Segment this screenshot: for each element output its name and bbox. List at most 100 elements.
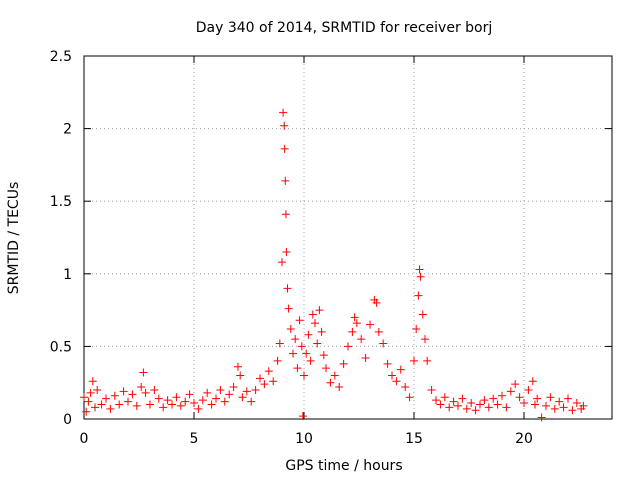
data-point <box>319 351 328 360</box>
data-point <box>366 320 374 329</box>
axis-ticks: 0 5 10 15 20 0 0.5 1 1.5 2 2.5 <box>50 49 612 447</box>
data-point <box>278 258 286 267</box>
data-point <box>418 310 427 319</box>
data-point <box>520 399 528 408</box>
data-point <box>533 394 542 403</box>
data-point <box>234 362 242 371</box>
y-tick-label: 2.5 <box>50 49 72 65</box>
data-point <box>185 390 194 399</box>
data-point <box>194 404 203 413</box>
data-point <box>322 364 330 373</box>
data-point <box>564 394 572 403</box>
data-point <box>207 400 216 409</box>
data-point <box>440 393 449 402</box>
data-point <box>330 371 339 380</box>
data-point <box>537 413 546 422</box>
y-axis-label: SRMTID / TECUs <box>6 182 22 295</box>
data-point <box>128 390 137 399</box>
grid <box>84 56 612 419</box>
data-point <box>97 400 106 409</box>
data-point <box>298 412 307 421</box>
y-tick-label: 1 <box>63 267 72 283</box>
data-point <box>279 108 288 117</box>
data-point <box>412 324 421 333</box>
data-point <box>471 406 480 415</box>
data-point <box>383 359 392 368</box>
data-point <box>251 385 260 394</box>
data-point <box>273 356 282 365</box>
data-point <box>229 383 238 392</box>
data-point <box>260 380 269 389</box>
data-point <box>572 399 581 408</box>
data-point <box>317 327 326 336</box>
data-point <box>220 397 229 406</box>
data-point <box>484 403 493 412</box>
data-point <box>344 342 352 351</box>
data-point <box>293 364 302 373</box>
data-point <box>297 342 306 351</box>
data-point <box>372 298 381 307</box>
data-point <box>335 383 344 392</box>
data-point <box>392 377 401 386</box>
x-tick-label: 0 <box>80 431 89 447</box>
data-point <box>502 403 511 412</box>
data-point <box>163 396 172 405</box>
data-point <box>480 396 489 405</box>
data-point <box>462 404 471 413</box>
data-point <box>84 397 93 406</box>
plot-frame <box>83 55 613 420</box>
data-point <box>311 319 319 328</box>
data-point <box>528 377 537 386</box>
data-point <box>150 385 159 394</box>
data-point <box>137 383 146 392</box>
data-point <box>247 397 256 406</box>
data-point <box>86 388 95 397</box>
data-point <box>423 356 432 365</box>
data-point <box>550 404 559 413</box>
data-point <box>139 368 148 377</box>
data-point <box>427 385 436 394</box>
data-point <box>93 385 102 394</box>
data-point <box>339 359 348 368</box>
x-tick-label: 20 <box>515 431 533 447</box>
data-point <box>236 371 245 380</box>
data-point <box>374 327 383 336</box>
data-point <box>275 339 284 348</box>
data-point <box>379 339 388 348</box>
data-point <box>284 304 293 313</box>
data-point <box>238 393 247 402</box>
data-point <box>449 397 458 406</box>
data-point <box>326 378 335 387</box>
data-point <box>141 388 150 397</box>
data-point <box>542 401 550 410</box>
data-point <box>416 272 425 281</box>
data-point <box>396 365 405 374</box>
data-point <box>291 335 300 344</box>
data-point <box>313 339 322 348</box>
data-point <box>302 349 311 358</box>
data-point <box>568 406 577 415</box>
y-tick-label: 2 <box>63 122 72 138</box>
data-point <box>282 248 291 257</box>
data-point <box>281 176 290 185</box>
x-tick-label: 5 <box>190 431 199 447</box>
data-point <box>498 391 506 400</box>
data-point <box>280 144 289 153</box>
data-point <box>357 335 366 344</box>
data-point <box>106 404 115 413</box>
data-point <box>119 387 128 396</box>
data-point <box>445 403 454 412</box>
data-point <box>264 367 273 376</box>
data-point <box>295 316 304 325</box>
data-point <box>300 371 308 380</box>
y-tick-label: 0 <box>63 412 72 428</box>
data-point <box>524 385 533 394</box>
data-point <box>132 401 141 410</box>
data-point <box>493 400 502 409</box>
data-point <box>436 400 445 409</box>
data-series <box>80 108 588 422</box>
data-point <box>281 210 290 219</box>
data-point <box>190 399 198 408</box>
